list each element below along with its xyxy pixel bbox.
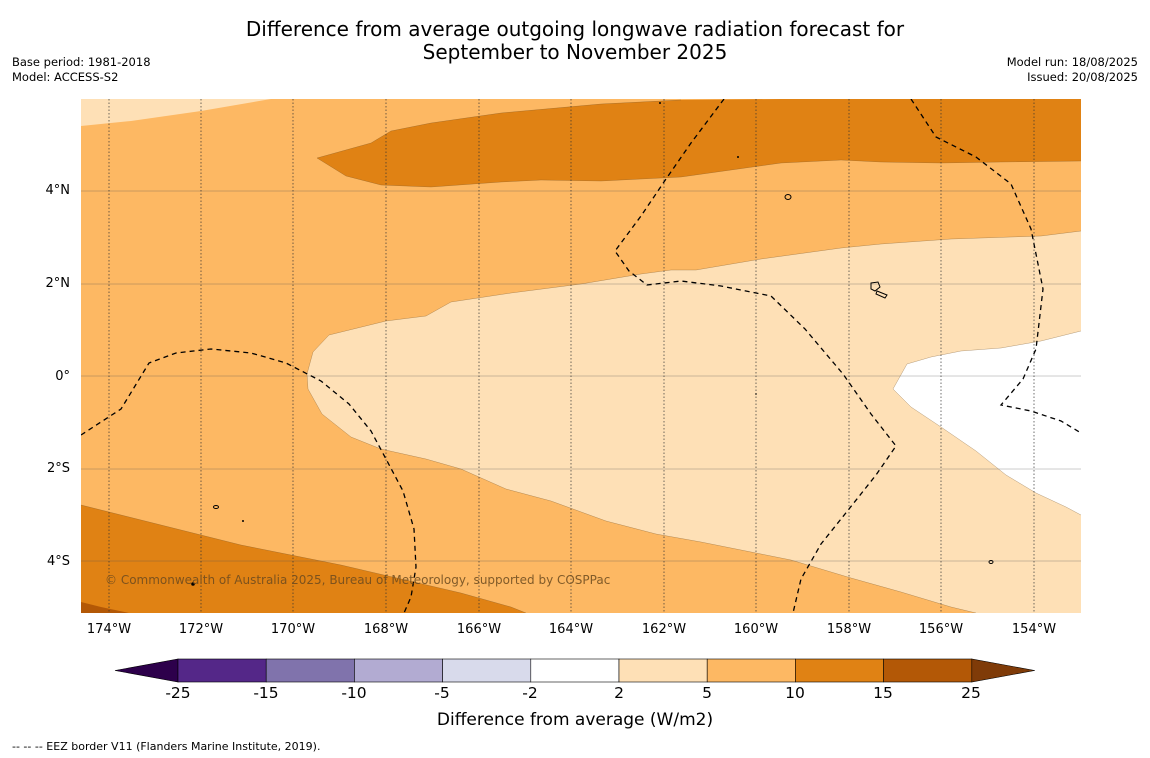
colorbar-tick: 5 (702, 684, 712, 702)
colorbar-segment (706, 658, 796, 683)
lon-tick-166w: 166°W (456, 622, 502, 637)
band-2-to-5-northwest (81, 99, 271, 126)
lon-tick-168w: 168°W (363, 622, 409, 637)
colorbar-tick: 10 (785, 684, 805, 702)
lon-tick-160w: 160°W (733, 622, 779, 637)
lon-tick-156w: 156°W (918, 622, 964, 637)
colorbar-tick: -2 (522, 684, 538, 702)
lat-tick-2n: 2°N (45, 276, 71, 291)
colorbar-arrow-low (114, 658, 179, 683)
model-label: Model: ACCESS-S2 (12, 70, 119, 84)
eez-border-east (910, 99, 1081, 434)
band-10-to-15-north (317, 99, 1081, 187)
band-10-to-15-southwest (81, 505, 526, 613)
contour-line-southwest (81, 504, 527, 613)
map-title: Difference from average outgoing longwav… (0, 18, 1150, 64)
colorbar-tick: -5 (434, 684, 450, 702)
lat-tick-2s: 2°S (46, 461, 70, 476)
band-15-to-25-southwest (81, 602, 129, 613)
lon-tick-170w: 170°W (270, 622, 316, 637)
copyright-text: © Commonwealth of Australia 2025, Bureau… (105, 573, 610, 587)
lon-tick-162w: 162°W (641, 622, 687, 637)
colorbar-arrow-high (971, 658, 1035, 683)
colorbar-segment (795, 658, 884, 683)
model-info: Base period: 1981-2018 Model: ACCESS-S2 (12, 55, 151, 85)
colorbar-segment (177, 658, 267, 683)
graticule (81, 190, 1081, 562)
colorbar-label: Difference from average (W/m2) (436, 710, 714, 730)
colorbar-segments (114, 658, 1035, 683)
colorbar-segment (883, 658, 973, 683)
title-line-2: September to November 2025 (422, 40, 728, 64)
island-marker (755, 393, 757, 395)
colorbar-segment (265, 658, 355, 683)
lon-tick-172w: 172°W (178, 622, 224, 637)
base-period-label: Base period: 1981-2018 (12, 55, 151, 69)
contour-line-north (316, 99, 1081, 188)
olr-anomaly-map: © Commonwealth of Australia 2025, Bureau… (81, 99, 1081, 613)
band-2-to-5-central (307, 231, 1081, 613)
colorbar-segment (354, 658, 443, 683)
meridians (108, 99, 1035, 613)
island-marker (988, 560, 994, 564)
contour-line-east (892, 330, 1081, 516)
colorbar-tick: 2 (614, 684, 624, 702)
title-line-1: Difference from average outgoing longwav… (245, 17, 905, 41)
island-marker (242, 520, 244, 522)
lon-tick-154w: 154°W (1011, 622, 1057, 637)
colorbar-tick: -10 (341, 684, 367, 702)
eez-border-west (81, 348, 417, 613)
issued-label: Issued: 20/08/2025 (1027, 70, 1138, 84)
colorbar-tick: 15 (873, 684, 893, 702)
island-marker (875, 290, 888, 299)
colorbar-segment (530, 658, 620, 683)
island-marker (659, 102, 661, 104)
island-marker (191, 582, 195, 586)
island-marker (213, 505, 219, 509)
colorbar-segment (618, 658, 708, 683)
eez-border-north (614, 99, 897, 613)
colorbar (114, 658, 1035, 683)
eez-footnote: -- -- -- EEZ border V11 (Flanders Marine… (12, 740, 321, 753)
run-info: Model run: 18/08/2025 Issued: 20/08/2025 (1007, 55, 1138, 85)
lon-tick-174w: 174°W (86, 622, 132, 637)
colorbar-segment (442, 658, 532, 683)
colorbar-tick: 25 (961, 684, 981, 702)
colorbar-tick: -25 (165, 684, 191, 702)
model-run-label: Model run: 18/08/2025 (1006, 55, 1138, 69)
contour-line-central (306, 230, 1081, 613)
lat-tick-4n: 4°N (45, 183, 71, 198)
lat-tick-4s: 4°S (46, 554, 70, 569)
island-marker (737, 156, 739, 158)
lon-tick-158w: 158°W (826, 622, 872, 637)
island-marker (870, 281, 881, 292)
lon-tick-164w: 164°W (548, 622, 594, 637)
island-marker (784, 194, 792, 200)
colorbar-tick: -15 (253, 684, 279, 702)
lat-tick-equator: 0° (55, 369, 70, 384)
